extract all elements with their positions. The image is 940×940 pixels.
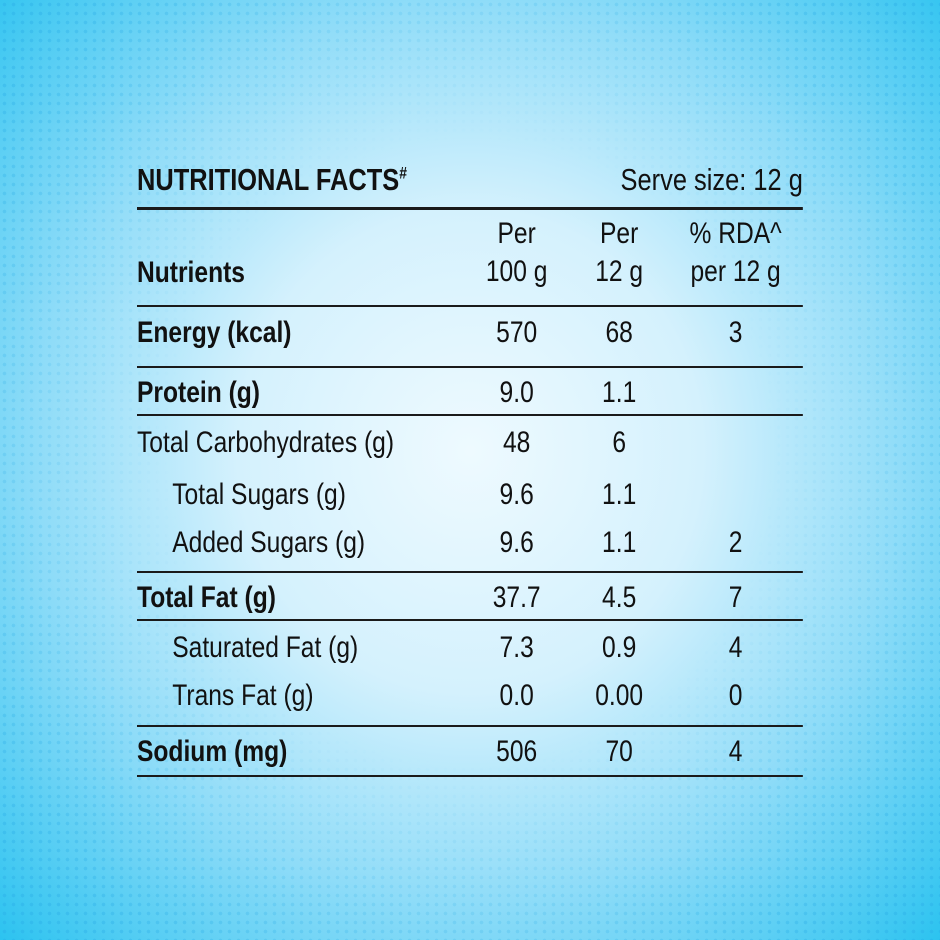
value-rda: 4	[728, 735, 743, 768]
nutrient-label: Trans Fat (g)	[172, 679, 314, 712]
value-rda: 2	[728, 526, 743, 559]
table-row: Trans Fat (g) 0.0 0.00 0	[137, 671, 803, 727]
value-per-100g: 570	[496, 315, 538, 349]
serve-size: Serve size: 12 g	[620, 162, 803, 197]
nutrient-label: Protein (g)	[137, 376, 260, 409]
table-body: Nutrients Per 100 g Per 12 g % RDA^ per 12 …	[137, 207, 803, 777]
value-per-100g: 506	[496, 735, 538, 768]
title-footnote-mark: #	[399, 163, 407, 183]
value-rda: 4	[728, 631, 743, 664]
nutrient-label: Added Sugars (g)	[172, 526, 366, 559]
value-per-12g: 1.1	[602, 478, 637, 511]
nutrient-label: Total Sugars (g)	[172, 478, 346, 511]
nutrient-label: Energy (kcal)	[137, 315, 292, 349]
header-nutrients: Nutrients	[137, 256, 245, 289]
value-per-100g: 37.7	[492, 581, 541, 614]
table-row: Protein (g) 9.0 1.1	[137, 368, 803, 416]
value-per-12g: 68	[605, 315, 633, 349]
header-text: 100 g	[485, 255, 548, 288]
header-text: Per	[497, 217, 536, 250]
value-per-100g: 9.6	[499, 478, 534, 511]
nutrient-label: Sodium (mg)	[137, 735, 288, 768]
header-per-100g: Per 100 g	[451, 215, 582, 291]
value-rda: 3	[728, 315, 743, 349]
value-per-12g: 1.1	[602, 376, 637, 409]
value-per-100g: 48	[502, 426, 531, 459]
value-per-100g: 9.0	[499, 376, 534, 409]
value-per-100g: 0.0	[499, 679, 534, 712]
header-text: % RDA^	[689, 217, 782, 250]
value-per-12g: 4.5	[602, 581, 637, 614]
table-title: NUTRITIONAL FACTS#	[137, 162, 407, 198]
header-per-12g: Per 12 g	[554, 215, 685, 291]
value-per-12g: 6	[612, 426, 627, 459]
header-text: per 12 g	[690, 255, 781, 288]
value-per-12g: 1.1	[602, 526, 637, 559]
header-text: 12 g	[595, 255, 644, 288]
value-rda: 0	[728, 679, 743, 712]
table-row: Total Sugars (g) 9.6 1.1	[137, 468, 803, 518]
value-per-12g: 0.00	[595, 679, 644, 712]
value-per-12g: 70	[605, 735, 633, 768]
table-row: Energy (kcal) 570 68 3	[137, 307, 803, 368]
header-row: Nutrients Per 100 g Per 12 g % RDA^ per 12 …	[137, 210, 803, 307]
table-row: Total Carbohydrates (g) 48 6	[137, 416, 803, 468]
nutrient-label: Total Carbohydrates (g)	[137, 426, 395, 459]
table-row: Sodium (mg) 506 70 4	[137, 727, 803, 777]
table-row: Added Sugars (g) 9.6 1.1 2	[137, 518, 803, 573]
nutrient-label: Saturated Fat (g)	[172, 631, 359, 664]
value-per-100g: 9.6	[499, 526, 534, 559]
header-text: Per	[600, 217, 639, 250]
value-per-12g: 0.9	[602, 631, 637, 664]
table-row: Saturated Fat (g) 7.3 0.9 4	[137, 621, 803, 671]
value-rda: 7	[728, 581, 743, 614]
table-row: Total Fat (g) 37.7 4.5 7	[137, 573, 803, 621]
nutrient-label: Total Fat (g)	[137, 581, 276, 614]
title-text: NUTRITIONAL FACTS	[137, 162, 400, 197]
value-per-100g: 7.3	[499, 631, 534, 664]
header-rda: % RDA^ per 12 g	[670, 215, 801, 291]
